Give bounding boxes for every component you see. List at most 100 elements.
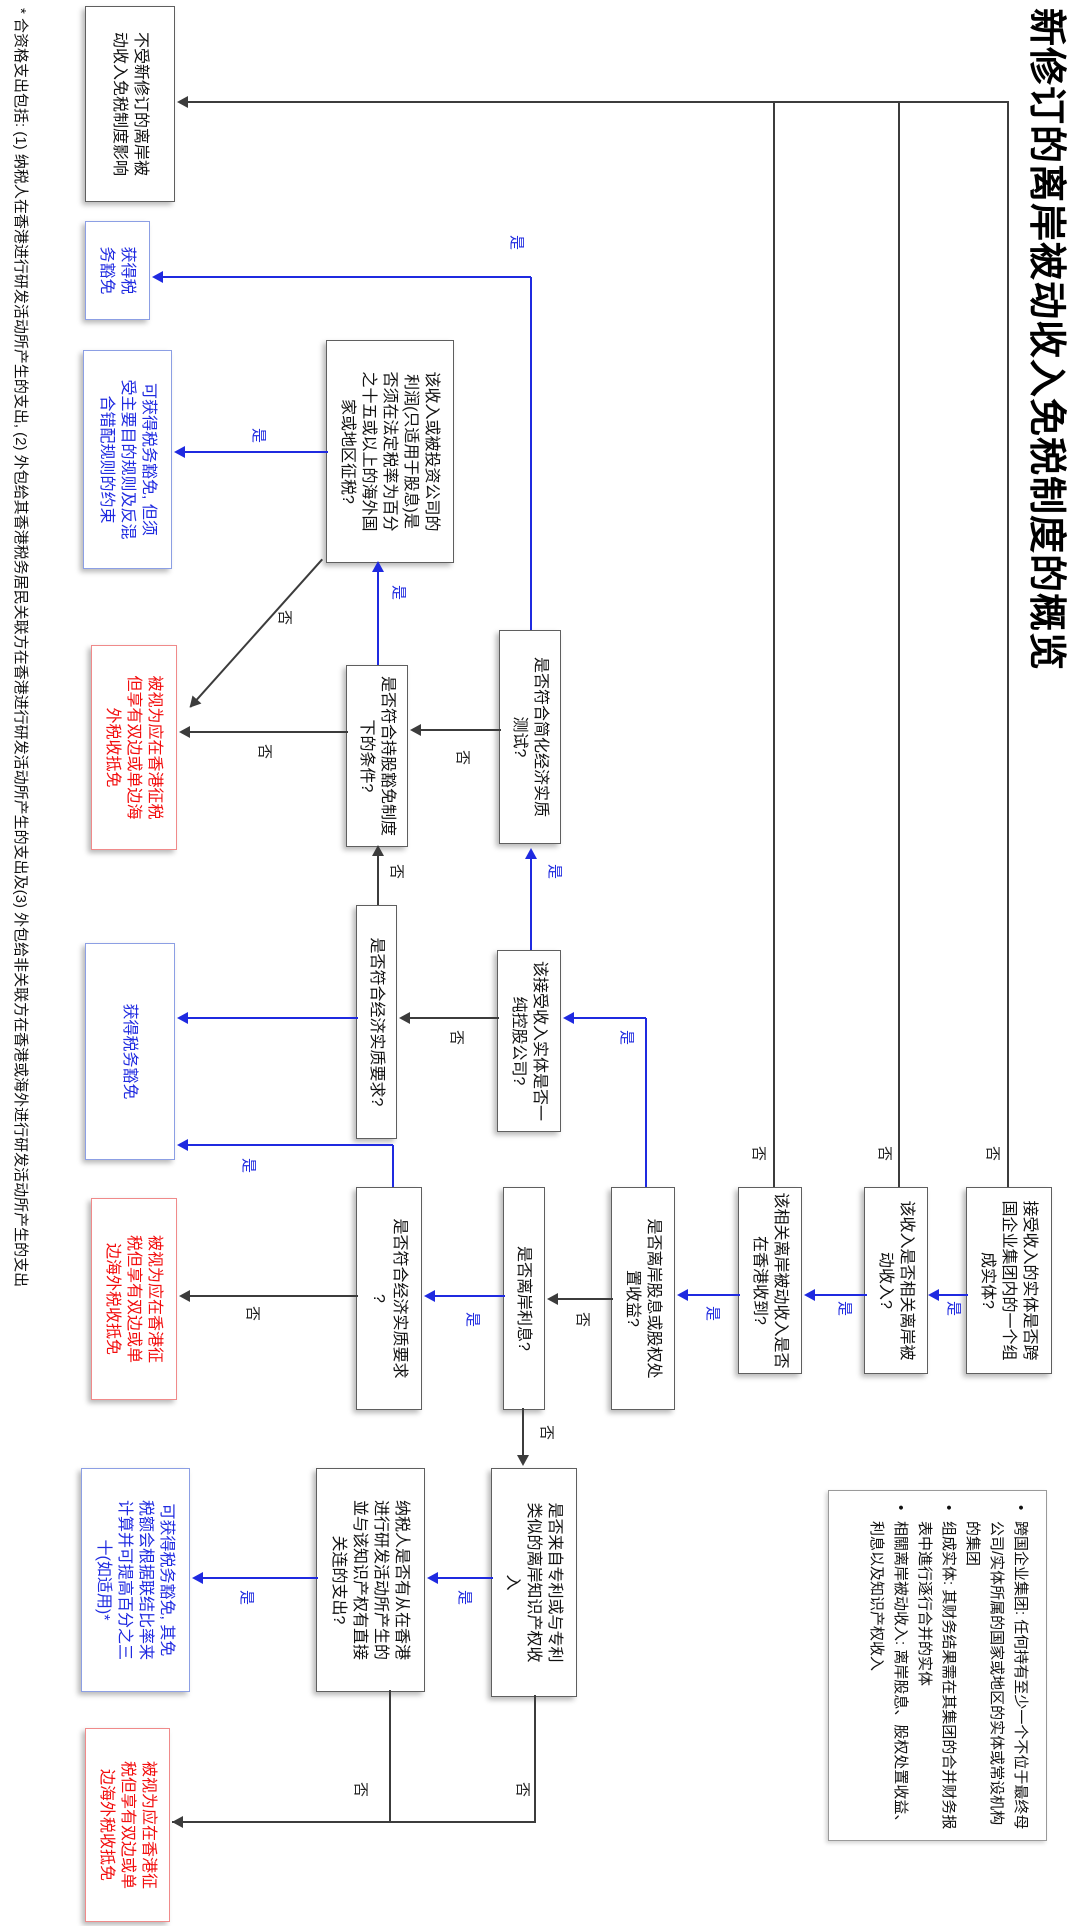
edge-e-b6-yes-exemption-arrowhead [177, 1139, 188, 1151]
yes-label-21: 是 [456, 1590, 473, 1606]
edge-e-b4-yes-holding-seg0 [645, 1018, 647, 1187]
no-label-20: 否 [276, 610, 293, 626]
edge-e-collector-not-affected-arrowhead [177, 96, 188, 108]
bullet-dot: • [1012, 1505, 1029, 1511]
no-label-9: 否 [538, 1425, 555, 1441]
node-text: 是否离岸股息或股权处 置收益? [624, 1218, 662, 1379]
node-r-exemption-es: 获得税务豁免 [85, 943, 175, 1160]
edge-e-holding-no-es-seg0 [403, 1017, 499, 1019]
node-q-constituent-entity: 接受收入的实体是否跨 国企业集团内的一个组 成实体? [966, 1187, 1052, 1374]
page-title: 新修订的离岸被动收入免税制度的概览 [1025, 8, 1067, 672]
edge-e-es-yes-exemption-seg0 [181, 1017, 358, 1019]
edge-e-stt-yes-antiabuse-arrowhead [174, 446, 185, 458]
edge-e-ip-no-seg0 [534, 1695, 536, 1822]
node-text: 该收入是否相关离岸被 动收入? [877, 1200, 915, 1361]
edge-e-rd-yes-nexus-arrowhead [192, 1572, 203, 1584]
edge-e-holding-yes-reduced-seg0 [530, 858, 532, 950]
edge-e-participation-yes-stt-arrowhead [372, 561, 384, 572]
node-q-es-requirement: 是否符合经济实质要求? [356, 905, 397, 1139]
note-content: • 跨国企业集团: 任何持有至少一个不位于最终母公司/实体所属的国家或地区的实体或… [864, 1505, 1032, 1830]
edge-e-b5-no-ip-seg0 [522, 1408, 524, 1462]
node-text: 是否符合经济实质要求? [370, 1218, 408, 1379]
node-text: 被视为应在香港征税但享有双边或单边海外税收抵免 [104, 675, 164, 820]
no-label-24: 否 [352, 1782, 369, 1798]
no-label-23: 否 [514, 1782, 531, 1798]
yes-label-0: 是 [945, 1301, 962, 1317]
yes-label-10: 是 [240, 1158, 257, 1174]
edge-e-holding-no-es-arrowhead [399, 1012, 410, 1024]
edge-e-b6-no-taxed-arrowhead [179, 1290, 190, 1302]
no-label-5: 否 [984, 1146, 1001, 1162]
node-text: 是否来自专利或与专利 类似的离岸知识产权收入 [504, 1502, 564, 1663]
node-r-not-affected: 不受新修订的离岸被 动收入免税制度影响 [85, 6, 175, 202]
edge-e-b3-b4-yes-seg0 [681, 1294, 740, 1296]
edge-e-reduced-no-participation-seg0 [414, 729, 501, 731]
edge-e-b5-b6-yes-seg0 [428, 1295, 505, 1297]
edge-e-b5-no-ip-arrowhead [517, 1455, 529, 1466]
node-q-pure-equity-holding: 该接受收入实体是否一 纯控股公司? [497, 950, 561, 1132]
edge-e-b1-b2-yes-arrowhead [928, 1289, 939, 1301]
edge-e-b2-b3-yes-arrowhead [804, 1289, 815, 1301]
edge-e-b4-b5-no-seg0 [551, 1298, 613, 1300]
node-text: 接受收入的实体是否跨 国企业集团内的一个组 成实体? [979, 1200, 1039, 1361]
node-q-reduced-es-test: 是否符合简化经济实质 测试? [499, 630, 561, 844]
no-label-3: 否 [574, 1312, 591, 1328]
note-bullet-text: 组成实体: 其财务结果需在其集团的合并财务报表中進行逐行合并的实体 [916, 1521, 957, 1830]
node-r-exemption-nexus: 可获得税务豁免, 其免 税额会根据联结比率来 计算并可提高百分之三 十(如适用)* [81, 1468, 190, 1692]
edge-e-stt-no-taxed-diag [185, 558, 323, 712]
yes-label-14: 是 [508, 235, 525, 251]
edge-e-b1-no-seg0 [1007, 102, 1009, 1187]
node-text: 获得税务豁免 [121, 1003, 139, 1100]
node-q-es-requirement-interest: 是否符合经济实质要求? [356, 1187, 422, 1410]
node-text: 是否符合经济实质要求? [368, 937, 385, 1107]
node-text: 该相关离岸被动收入是否 在香港收到? [751, 1192, 789, 1369]
edge-e-participation-yes-stt-seg0 [377, 569, 379, 665]
node-text: 该接受收入实体是否一 纯控股公司? [510, 960, 548, 1121]
yes-label-22: 是 [238, 1590, 255, 1606]
edge-e-b6-no-taxed-seg0 [183, 1295, 358, 1297]
edge-e-b4-b5-no-arrowhead [547, 1293, 558, 1305]
edge-e-ip-yes-rd-arrowhead [427, 1572, 438, 1584]
node-r-taxed-with-credit-3: 被视为应在香港征 税但享有双边或单 边海外税收抵免 [85, 1728, 170, 1922]
bullet-dot: • [892, 1505, 909, 1511]
node-q-dividend-disposal: 是否离岸股息或股权处 置收益? [611, 1187, 675, 1410]
qualifying-expenditure-footnote: * 合资格支出包括: (1) 纳税人在香港进行研发活动所产生的支出, (2) 外… [12, 8, 29, 1288]
edge-e-es-no-participation-arrowhead [372, 845, 384, 856]
node-q-rd-expenditure: 纳税人是否有从在香港 进行研发活动所产生的 並与该知识产权有直接 关连的支出? [316, 1468, 425, 1692]
edge-e-es-yes-exemption-arrowhead [177, 1012, 188, 1024]
note-bullet-text: 相關离岸被动收入: 离岸股息、股权处置收益、利息以及知识产权收入 [868, 1521, 909, 1830]
edge-e-ip-yes-rd-seg0 [431, 1577, 493, 1579]
node-r-taxed-with-credit-1: 被视为应在香港征税 但享有双边或单边海 外税收抵免 [91, 645, 177, 850]
no-label-7: 否 [750, 1146, 767, 1162]
no-label-13: 否 [448, 1030, 465, 1046]
node-text: 该收入或被投资公司的 利润(只适用于股息)是 否须在法定税率为百分 之十五或以上的海外… [339, 371, 441, 532]
no-label-15: 否 [454, 750, 471, 766]
edge-[object Object]-arrowhead [185, 695, 202, 712]
node-text: 可获得税务豁免, 但须 受主要目的规则及反混 合错配规则的约束 [98, 379, 157, 540]
no-label-16: 否 [388, 864, 405, 880]
note-bullet-text: 跨国企业集团: 任何持有至少一个不位于最终母公司/实体所属的国家或地区的实体或常… [964, 1521, 1029, 1830]
edge-e-participation-no-taxed-seg0 [183, 731, 348, 733]
yes-label-8: 是 [618, 1030, 635, 1046]
node-r-exemption-anti-abuse: 可获得税务豁免, 但须 受主要目的规则及反混 合错配规则的约束 [83, 350, 172, 569]
node-text: 纳税人是否有从在香港 进行研发活动所产生的 並与该知识产权有直接 关连的支出? [330, 1499, 411, 1660]
node-text: 获得税务豁免 [98, 246, 137, 295]
edge-e-b2-no-seg0 [898, 102, 900, 1187]
bullet-dot: • [940, 1505, 957, 1511]
node-q-relevant-income: 该收入是否相关离岸被 动收入? [864, 1187, 928, 1374]
note-bullet-3: • 相關离岸被动收入: 离岸股息、股权处置收益、利息以及知识产权收入 [864, 1505, 912, 1830]
no-label-11: 否 [244, 1306, 261, 1322]
node-q-participation-exemption: 是否符合持股豁免制度 下的条件? [346, 665, 408, 847]
edge-e-b4-yes-holding-seg1 [567, 1017, 646, 1019]
edge-e-b3-b4-yes-arrowhead [677, 1289, 688, 1301]
edge-e-collector-taxed3-arrowhead [172, 1816, 183, 1828]
yes-label-19: 是 [250, 428, 267, 444]
edge-e-reduced-yes-exemption-seg1 [156, 276, 531, 278]
no-label-6: 否 [876, 1146, 893, 1162]
edge-e-b2-b3-yes-seg0 [808, 1294, 867, 1296]
node-definitions-note: • 跨国企业集团: 任何持有至少一个不位于最终母公司/实体所属的国家或地区的实体或… [828, 1490, 1047, 1841]
node-text: 可获得税务豁免, 其免 税额会根据联结比率来 计算并可提高百分之三 十(如适用)* [95, 1499, 176, 1660]
edge-e-collector-taxed3-seg0 [172, 1821, 536, 1823]
node-q-subject-to-tax: 该收入或被投资公司的 利润(只适用于股息)是 否须在法定税率为百分 之十五或以上的海外… [326, 340, 454, 563]
node-text: 是否符合简化经济实质 测试? [511, 656, 549, 817]
